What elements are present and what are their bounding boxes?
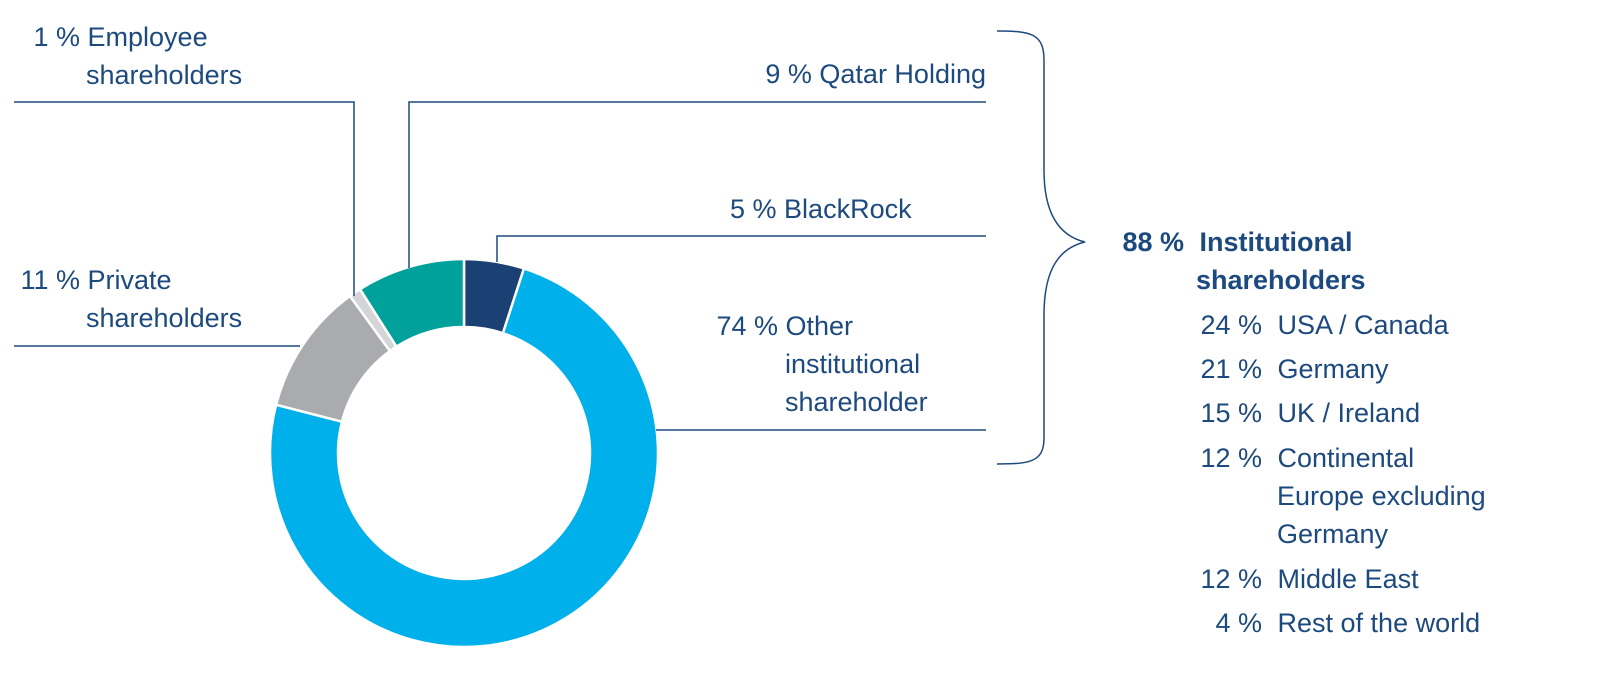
label-institutional: 88 % Institutional shareholders xyxy=(1122,227,1366,295)
region-item: 12 % Middle East xyxy=(1200,564,1419,594)
leader-qatar xyxy=(408,101,986,268)
label-qatar: 9 % Qatar Holding xyxy=(765,59,986,89)
leader-employee xyxy=(14,101,355,296)
region-item: 4 % Rest of the world xyxy=(1215,608,1481,638)
leader-lines xyxy=(14,30,1086,465)
donut-segment-other-institutional-shareholder xyxy=(268,266,660,649)
label-employee: 1 % Employee shareholders xyxy=(33,22,243,90)
label-private: 11 % Private shareholders xyxy=(20,265,243,333)
donut-segment-qatar-holding xyxy=(358,257,466,349)
region-item: 21 % Germany xyxy=(1200,354,1389,384)
label-blackrock: 5 % BlackRock xyxy=(730,194,912,224)
region-item: 15 % UK / Ireland xyxy=(1200,398,1421,428)
donut-segments xyxy=(268,257,660,649)
leader-blackrock xyxy=(496,235,986,262)
region-item: 12 % Continental Europe excluding Germany xyxy=(1200,443,1486,549)
label-other: 74 % Other institutional shareholder xyxy=(716,311,928,417)
brace-icon xyxy=(996,30,1086,465)
region-list: 24 % USA / Canada 21 % Germany 15 % UK /… xyxy=(1190,306,1486,648)
region-item: 24 % USA / Canada xyxy=(1200,310,1449,340)
